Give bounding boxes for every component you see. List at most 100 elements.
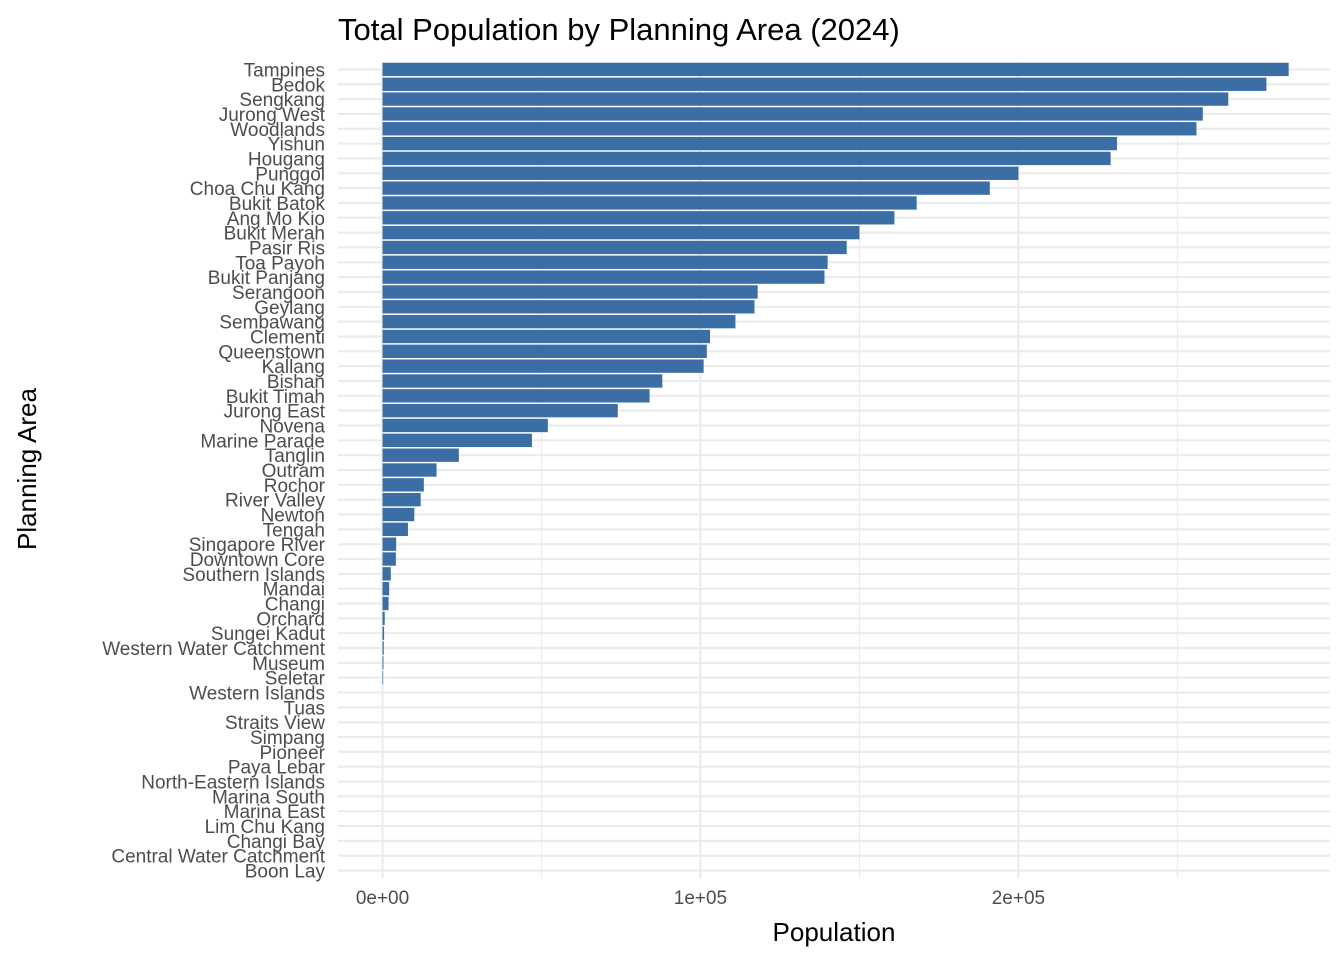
bar-sungei-kadut: [382, 626, 385, 640]
y-tick-label: Bedok: [271, 75, 325, 96]
y-tick-label: Southern Islands: [182, 565, 325, 586]
y-tick-label: Seletar: [265, 669, 326, 690]
y-tick-label: Punggol: [255, 164, 325, 185]
bar-kallang: [382, 359, 704, 373]
y-tick-label: Central Water Catchment: [111, 847, 325, 868]
y-tick-label: Kallang: [262, 357, 325, 378]
bar-jurong-west: [382, 107, 1203, 121]
y-tick-label: Lim Chu Kang: [205, 817, 325, 838]
y-tick-label: Bukit Merah: [224, 224, 325, 245]
bar-bukit-batok: [382, 196, 917, 210]
bar-museum: [382, 656, 384, 670]
bar-tanglin: [382, 448, 459, 462]
bar-newton: [382, 507, 415, 522]
bar-singapore-river: [382, 537, 397, 551]
y-tick-label: Novena: [260, 416, 326, 437]
y-tick-label: Pioneer: [260, 743, 326, 764]
bar-southern-islands: [382, 567, 391, 581]
y-tick-label: Tanglin: [265, 446, 325, 467]
bars: [382, 62, 1289, 685]
bar-outram: [382, 463, 437, 477]
bar-woodlands: [382, 122, 1197, 136]
y-tick-label: Downtown Core: [190, 550, 325, 571]
bar-seletar: [382, 671, 384, 685]
y-tick-label: Western Water Catchment: [102, 639, 326, 660]
x-axis-title: Population: [773, 917, 896, 947]
bar-river-valley: [382, 492, 421, 507]
y-tick-label: Simpang: [250, 728, 325, 749]
bar-bukit-timah: [382, 389, 650, 403]
bar-toa-payoh: [382, 255, 828, 269]
y-tick-label: Tengah: [263, 520, 325, 541]
bar-marine-parade: [382, 433, 532, 448]
bar-sengkang: [382, 92, 1229, 106]
y-tick-label: Tuas: [283, 698, 325, 719]
y-tick-label: Geylang: [254, 298, 325, 319]
y-tick-label: Marina East: [224, 802, 326, 823]
y-tick-label: Choa Chu Kang: [190, 179, 325, 200]
y-tick-label: Jurong East: [224, 402, 326, 423]
y-tick-label: Bishan: [267, 372, 325, 393]
x-tick-label: 2e+05: [992, 888, 1045, 909]
bar-sembawang: [382, 314, 736, 329]
bar-pasir-ris: [382, 240, 847, 255]
y-tick-label: Serangoon: [232, 283, 325, 304]
bar-yishun: [382, 136, 1117, 151]
bar-ang-mo-kio: [382, 211, 895, 225]
y-tick-label: Rochor: [264, 476, 326, 497]
bar-tampines: [382, 62, 1289, 77]
bar-choa-chu-kang: [382, 181, 990, 195]
y-tick-label: Sengkang: [239, 90, 325, 111]
y-tick-label: Western Islands: [189, 684, 325, 705]
y-tick-label: Woodlands: [230, 120, 325, 141]
bar-punggol: [382, 166, 1019, 180]
y-tick-label: Yishun: [268, 135, 325, 156]
bar-bedok: [382, 77, 1267, 91]
y-tick-label: Marina South: [212, 787, 325, 808]
bar-changi: [382, 596, 389, 611]
bar-serangoon: [382, 285, 758, 299]
bar-bishan: [382, 374, 663, 388]
y-tick-label: River Valley: [225, 491, 325, 512]
y-tick-label: Orchard: [256, 609, 325, 630]
y-tick-label: Tampines: [244, 60, 325, 81]
y-tick-label: Bukit Panjang: [208, 268, 325, 289]
bar-novena: [382, 418, 548, 433]
y-tick-label: Queenstown: [218, 342, 325, 363]
bar-orchard: [382, 611, 385, 626]
bar-bukit-merah: [382, 225, 860, 240]
y-tick-label: Bukit Timah: [226, 387, 325, 408]
y-tick-label: Changi: [265, 595, 325, 616]
y-tick-label: Sembawang: [219, 313, 325, 334]
x-tick-label: 1e+05: [674, 888, 727, 909]
y-tick-label: Clementi: [250, 327, 325, 348]
bar-mandai: [382, 582, 390, 596]
y-tick-label: Changi Bay: [227, 832, 326, 853]
y-tick-label: Boon Lay: [245, 862, 326, 883]
chart-title: Total Population by Planning Area (2024): [338, 12, 900, 47]
x-tick-label: 0e+00: [356, 888, 409, 909]
bar-bukit-panjang: [382, 270, 825, 284]
y-tick-label: Museum: [252, 654, 325, 675]
bar-jurong-east: [382, 403, 618, 418]
bar-clementi: [382, 329, 710, 344]
y-axis-title: Planning Area: [12, 388, 42, 550]
y-tick-label: Toa Payoh: [235, 253, 325, 274]
y-tick-label: Ang Mo Kio: [227, 209, 325, 230]
bar-geylang: [382, 300, 755, 314]
y-tick-label: Mandai: [263, 580, 325, 601]
y-tick-label: Bukit Batok: [229, 194, 326, 215]
y-tick-label: Pasir Ris: [249, 238, 325, 259]
bar-hougang: [382, 151, 1111, 166]
y-tick-label: Hougang: [248, 149, 325, 170]
y-tick-label: Straits View: [225, 713, 325, 734]
bar-tengah: [382, 522, 408, 537]
y-tick-label: Sungei Kadut: [211, 624, 326, 645]
y-tick-label: Paya Lebar: [228, 758, 326, 779]
y-tick-label: Jurong West: [219, 105, 326, 126]
x-tick-labels: 0e+00 1e+05 2e+05: [356, 888, 1045, 909]
y-tick-label: Marine Parade: [200, 431, 325, 452]
